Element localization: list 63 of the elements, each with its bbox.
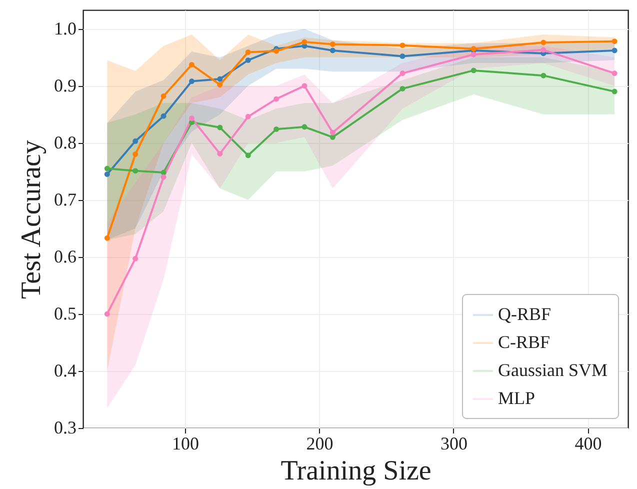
point	[104, 172, 110, 177]
point	[540, 72, 546, 78]
point	[540, 47, 546, 53]
legend-label: C-RBF	[498, 332, 550, 352]
point	[188, 78, 194, 84]
point	[302, 39, 308, 45]
point	[612, 38, 618, 44]
point	[217, 82, 223, 88]
point	[160, 174, 166, 180]
point	[274, 96, 280, 102]
y-tick-label: 0.5	[54, 303, 76, 324]
point	[330, 48, 336, 54]
point	[245, 152, 251, 158]
x-axis-title: Training Size	[280, 456, 432, 486]
point	[540, 40, 546, 46]
point	[400, 70, 406, 76]
point	[400, 42, 406, 48]
point	[188, 116, 194, 122]
point	[245, 57, 251, 63]
point	[132, 256, 138, 262]
point	[274, 126, 280, 132]
point	[330, 134, 336, 140]
y-tick-label: 0.6	[54, 246, 76, 266]
point	[400, 53, 406, 59]
point	[217, 124, 223, 130]
point	[245, 49, 251, 55]
y-tick-label: 0.7	[54, 189, 76, 210]
x-tick-label: 400	[574, 434, 602, 454]
point	[302, 83, 308, 89]
legend-label: MLP	[498, 388, 536, 408]
point	[217, 76, 223, 82]
y-tick-label: 0.4	[54, 360, 76, 380]
point	[302, 124, 308, 130]
y-tick-label: 0.3	[54, 418, 76, 438]
point	[470, 68, 476, 74]
point	[104, 235, 110, 241]
point	[132, 168, 138, 174]
x-tick-label: 300	[440, 434, 468, 454]
point	[400, 86, 406, 92]
point	[612, 48, 618, 54]
point	[274, 48, 280, 54]
y-tick-label: 0.8	[54, 132, 76, 152]
point	[104, 311, 110, 317]
legend-label: Gaussian SVM	[498, 360, 608, 380]
x-tick-label: 200	[306, 434, 334, 454]
point	[470, 52, 476, 58]
point	[612, 88, 618, 94]
x-tick-label: 100	[172, 434, 200, 454]
point	[132, 138, 138, 144]
point	[612, 70, 618, 76]
point	[217, 150, 223, 156]
point	[245, 114, 251, 120]
y-tick-label: 0.9	[54, 75, 76, 96]
point	[188, 62, 194, 68]
legend-label: Q-RBF	[498, 304, 552, 324]
point	[330, 41, 336, 47]
y-axis-title: Test Accuracy	[16, 140, 47, 299]
point	[160, 93, 166, 99]
y-tick-label: 1.0	[54, 18, 76, 38]
point	[132, 152, 138, 158]
point	[104, 166, 110, 172]
point	[330, 130, 336, 136]
point	[160, 113, 166, 119]
